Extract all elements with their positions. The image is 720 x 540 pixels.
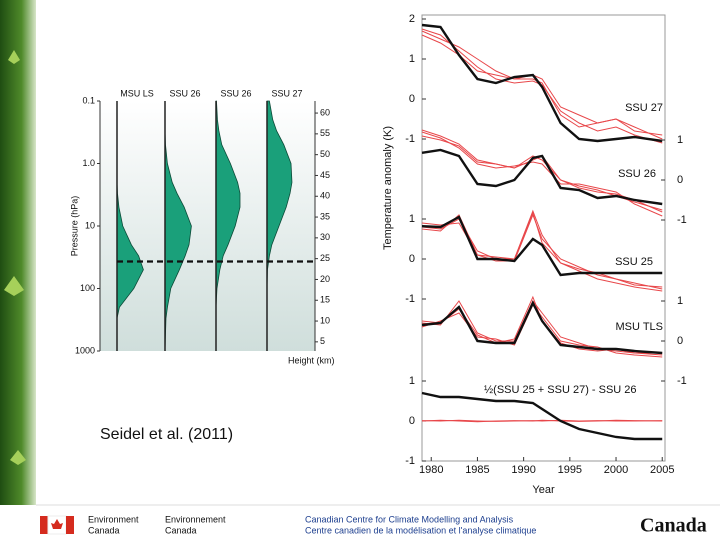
x-tick-label: 1995 (558, 464, 582, 476)
plot-frame (421, 14, 666, 462)
panel-label: SSU 26 (618, 168, 656, 180)
y-tick-label: 1.0 (82, 158, 95, 168)
left-plot-bg (100, 101, 315, 351)
panel-label: SSU 27 (625, 102, 663, 114)
y-tick-label: -1 (677, 375, 687, 387)
weighting-chart: 0.1 1.0 10 100 1000 5 10 15 20 25 30 35 40 45 50 55 60 Pr… (69, 88, 334, 365)
y-tick-label: 0 (677, 174, 683, 186)
y-tick-label: -1 (677, 214, 687, 226)
y-tick-label: 0 (409, 253, 415, 265)
x-tick-label: 2005 (650, 464, 674, 476)
y2-tick-label: 50 (320, 149, 330, 159)
y2-tick-label: 10 (320, 315, 330, 325)
y-tick-label: 1 (409, 53, 415, 65)
series-line (421, 300, 663, 356)
y-tick-label: 10 (85, 220, 95, 230)
column-header: SSU 27 (271, 88, 302, 98)
y-tick-label: -1 (405, 455, 415, 467)
y-axis-label: Pressure (hPa) (69, 196, 79, 257)
y2-tick-label: 5 (320, 336, 325, 346)
x-tick-label: 1990 (511, 464, 535, 476)
y2-tick-label: 20 (320, 274, 330, 284)
side-strip (0, 0, 36, 505)
y-tick-label: 0 (409, 93, 415, 105)
y-tick-label: 0 (677, 335, 683, 347)
y2-tick-label: 15 (320, 295, 330, 305)
x-tick-label: 1985 (465, 464, 489, 476)
org-en: Environment (88, 514, 139, 524)
column-header: MSU LS (120, 88, 154, 98)
y-tick-label: 100 (80, 283, 95, 293)
centre-en: Canadian Centre for Climate Modelling an… (305, 514, 514, 524)
wordmark: Canada (640, 515, 707, 537)
y-tick-label: 1000 (75, 345, 95, 355)
citation: Seidel et al. (2011) (100, 426, 233, 443)
y-tick-label: 2 (409, 13, 415, 25)
y2-tick-label: 40 (320, 191, 330, 201)
x-axis-label: Year (532, 484, 555, 496)
flag (40, 515, 74, 535)
y2-tick-label: 45 (320, 170, 330, 180)
weighting-area (215, 100, 241, 351)
column-header: SSU 26 (220, 88, 251, 98)
panel-label: SSU 25 (615, 256, 653, 268)
panel-label: ½(SSU 25 + SSU 27) - SSU 26 (484, 384, 637, 396)
y2-axis-label: Height (km) (288, 355, 335, 365)
org-fr: Environnement (165, 514, 226, 524)
y2-tick-label: 25 (320, 253, 330, 263)
y-tick-label: 1 (409, 375, 415, 387)
x-tick-label: 2000 (604, 464, 628, 476)
y2-tick-label: 55 (320, 128, 330, 138)
series-line (421, 148, 663, 206)
y-tick-label: -1 (405, 133, 415, 145)
y-tick-label: 1 (409, 213, 415, 225)
y-axis-label: Temperature anomaly (K) (382, 126, 394, 250)
footer (0, 505, 720, 540)
y2-tick-label: 30 (320, 232, 330, 242)
series-line (421, 28, 663, 144)
y-tick-label: 0.1 (82, 95, 95, 105)
series-line (421, 300, 663, 355)
org-en: Canada (88, 525, 120, 535)
centre-fr: Centre canadien de la modélisation et l'… (305, 525, 536, 535)
anomaly-chart: 1980 1985 1990 1995 2000 2005YearTemperature … (382, 13, 687, 496)
column-header: SSU 26 (169, 88, 200, 98)
series-line (421, 391, 663, 441)
y-tick-label: 0 (409, 415, 415, 427)
series-line (421, 419, 663, 422)
y-tick-label: 1 (677, 295, 683, 307)
series-line (421, 131, 663, 217)
x-tick-label: 1980 (419, 464, 443, 476)
y-tick-label: 1 (677, 134, 683, 146)
y2-tick-label: 35 (320, 211, 330, 221)
y2-tick-label: 60 (320, 107, 330, 117)
series-line (421, 23, 663, 143)
org-fr: Canada (165, 525, 197, 535)
panel-label: MSU TLS (616, 321, 663, 333)
y-tick-label: -1 (405, 293, 415, 305)
series-line (421, 215, 663, 277)
